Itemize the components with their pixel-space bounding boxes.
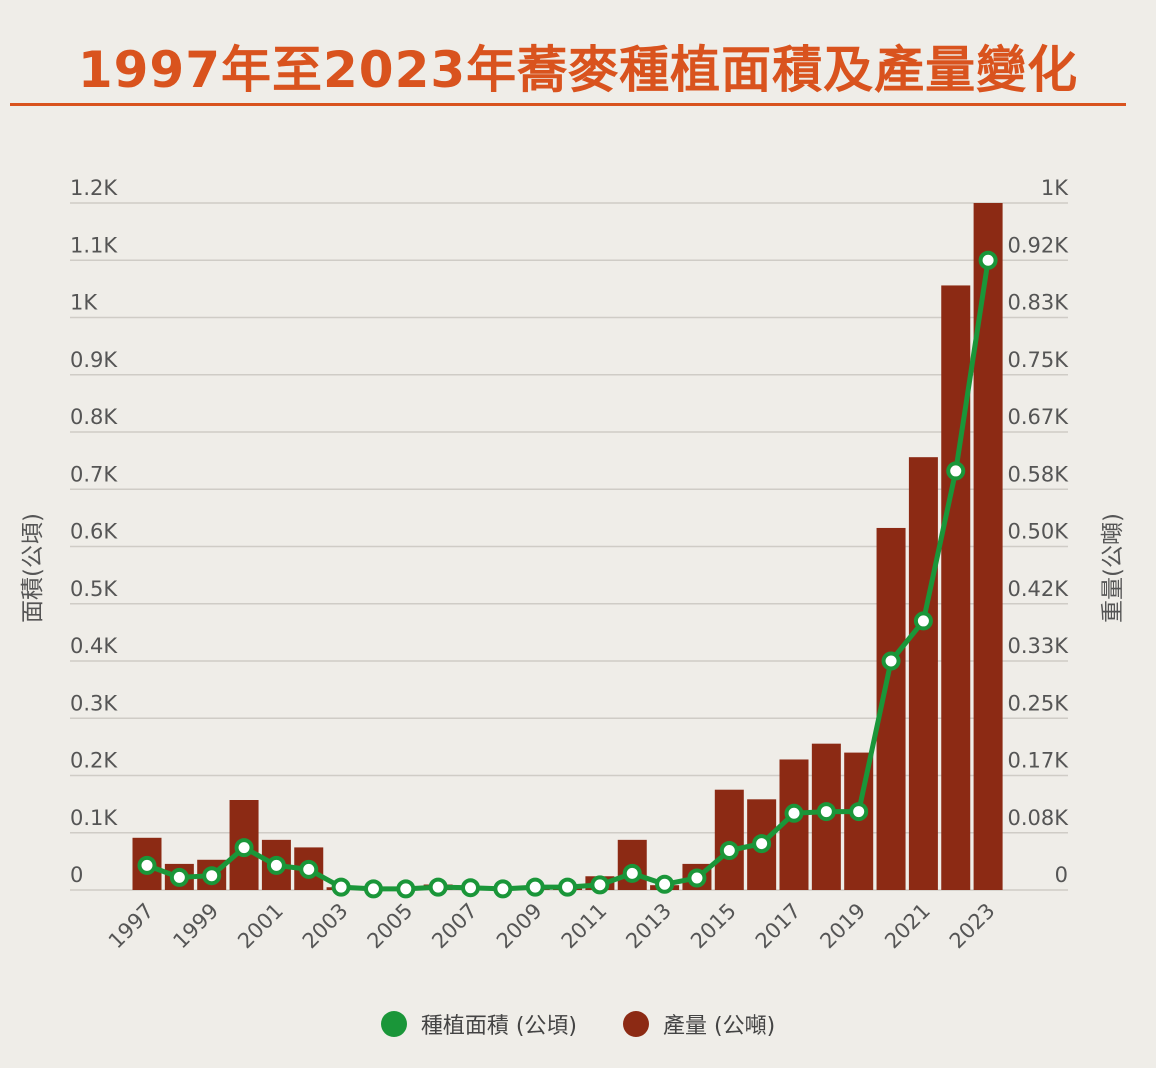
area-point[interactable] [784,803,804,823]
x-tick-label: 2007 [427,899,482,954]
area-point[interactable] [234,838,254,858]
left-tick-label: 0 [70,863,83,887]
x-tick-label: 2013 [621,899,676,954]
right-tick-label: 0.25K [1007,691,1069,715]
legend-label-production: 產量 (公噸) [663,1014,776,1039]
left-tick-label: 0.3K [70,691,118,715]
area-point[interactable] [202,866,222,886]
left-tick-label: 0.6K [70,520,118,544]
area-point[interactable] [137,855,157,875]
right-tick-label: 0.92K [1007,233,1069,257]
production-bar[interactable] [973,203,1003,890]
left-tick-label: 0.9K [70,348,118,372]
production-bar[interactable] [714,789,744,890]
area-point[interactable] [461,878,480,898]
x-tick-label: 2005 [363,899,418,954]
area-point[interactable] [428,877,448,897]
x-tick-label: 2021 [880,899,935,954]
x-tick-label: 1997 [104,899,159,954]
right-tick-label: 0.08K [1007,806,1069,830]
area-line [137,250,998,899]
area-point[interactable] [331,877,351,897]
chart-svg: 0 0.1K 0.2K 0.3K 0.4K 0.5K 0.6K 0.7K 0.8K 0.9K 1K 1… [20,176,1126,954]
x-tick-label: 2009 [492,899,547,954]
right-tick-label: 0.58K [1007,462,1069,486]
x-tick-label: 1999 [168,899,223,954]
area-point[interactable] [558,877,578,897]
left-tick-label: 1K [70,291,98,315]
legend-item-production[interactable]: 產量 (公噸) [623,1008,775,1040]
left-tick-label: 0.7K [70,462,118,486]
right-tick-label: 0 [1055,863,1068,887]
left-tick-label: 0.8K [70,405,118,429]
x-tick-label: 2019 [815,899,870,954]
area-point[interactable] [946,461,966,481]
left-tick-label: 0.4K [70,634,118,658]
x-tick-label: 2015 [686,899,741,954]
x-tick-label: 2001 [233,899,288,954]
area-point[interactable] [978,250,998,270]
x-tick-label: 2011 [557,899,612,954]
left-tick-label: 1.1K [70,233,118,257]
area-point[interactable] [719,840,739,860]
area-point[interactable] [169,867,189,887]
area-point[interactable] [590,875,610,895]
legend-label-area: 種植面積 (公頃) [420,1014,577,1039]
production-bar[interactable] [941,285,971,890]
left-tick-label: 0.5K [70,577,118,601]
left-tick-label: 0.1K [70,806,118,830]
right-tick-label: 0.67K [1007,405,1069,429]
area-point[interactable] [913,611,933,631]
x-tick-label: 2023 [945,899,1000,954]
right-tick-label: 0.83K [1007,291,1069,315]
legend-swatch-production [623,1011,649,1037]
x-tick-label: 2003 [298,899,353,954]
right-tick-label: 0.75K [1007,348,1069,372]
right-tick-label: 0.17K [1007,749,1069,773]
left-tick-label: 1.2K [70,176,118,200]
left-axis-title: 面積(公頃) [20,513,46,623]
area-point[interactable] [752,834,772,854]
right-axis-title: 重量(公噸) [1100,513,1126,623]
area-point[interactable] [525,877,545,897]
left-axis-ticks: 0 0.1K 0.2K 0.3K 0.4K 0.5K 0.6K 0.7K 0.8K 0.9K 1K 1… [70,176,118,887]
area-point[interactable] [396,879,416,899]
chart-title: 1997年至2023年蕎麥種植面積及產量變化 [77,41,1079,99]
production-bar[interactable] [908,457,938,890]
area-point[interactable] [363,879,383,899]
area-point[interactable] [655,874,675,894]
area-point[interactable] [622,863,642,883]
right-tick-label: 1K [1041,176,1069,200]
right-tick-label: 0.50K [1007,520,1069,544]
legend-item-area[interactable]: 種植面積 (公頃) [380,1008,577,1040]
area-point[interactable] [493,879,513,899]
area-point[interactable] [849,802,869,822]
area-point[interactable] [881,651,901,671]
area-point[interactable] [816,802,836,822]
title-underline [10,103,1126,106]
x-axis-ticks: 1997 1999 2001 2003 2005 2007 2009 2011 2013 2015… [104,899,1000,954]
area-point[interactable] [687,868,707,888]
left-tick-label: 0.2K [70,749,118,773]
area-point[interactable] [299,859,319,879]
area-point[interactable] [266,855,286,875]
area-line-path [146,259,991,892]
right-axis-ticks: 0 0.08K 0.17K 0.25K 0.33K 0.42K 0.50K 0.58K 0.67… [1007,176,1069,887]
legend-swatch-area [380,1011,407,1037]
x-tick-label: 2017 [751,899,806,954]
legend: 種植面積 (公頃) 產量 (公噸) [0,1008,1156,1040]
right-tick-label: 0.33K [1007,634,1069,658]
right-tick-label: 0.42K [1007,577,1069,601]
